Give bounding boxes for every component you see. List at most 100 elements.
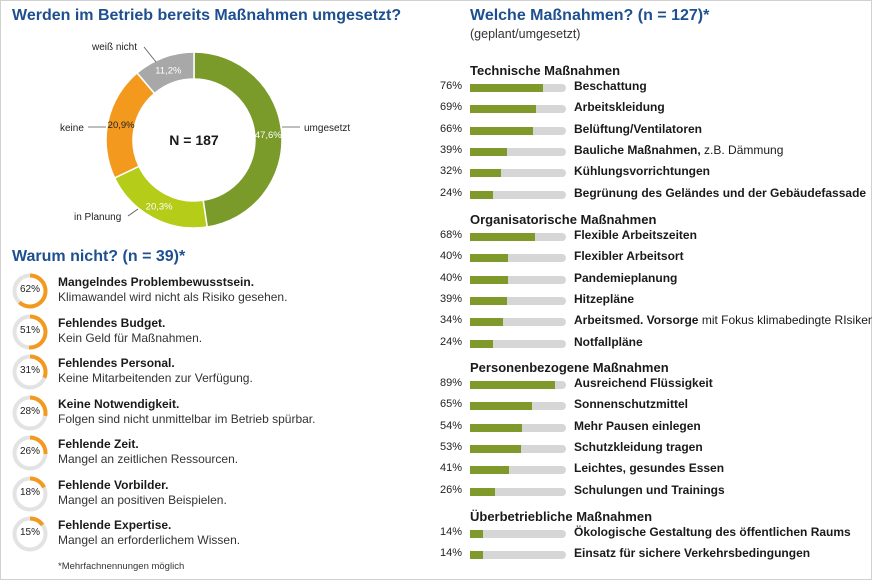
footnote: *Mehrfachnennungen möglich xyxy=(58,561,185,572)
donut-svg: 47,6% umgesetzt 20,3% in Planung 20,9% keine 1… xyxy=(60,42,350,229)
reason-ring-arc xyxy=(30,516,45,527)
reason-description: Klimawandel wird nicht als Risiko gesehe… xyxy=(58,290,288,304)
measure-row: 40% Pandemieplanung xyxy=(430,271,870,287)
measure-row: 66% Belüftung/Ventilatoren xyxy=(430,122,870,138)
measure-row: 69% Arbeitskleidung xyxy=(430,100,870,116)
measure-bar-track xyxy=(470,275,566,284)
measure-label: Begrünung des Geländes und der Gebäudefa… xyxy=(574,185,867,200)
measure-label: Ökologische Gestaltung des öffentlichen … xyxy=(574,525,851,539)
measure-percent: 89% xyxy=(439,377,462,389)
measure-row: 14% Einsatz für sichere Verkehrsbedingung… xyxy=(430,546,870,562)
reason-percent: 28% xyxy=(19,405,40,417)
reason-title: Fehlendes Personal. xyxy=(58,356,175,370)
measure-bar xyxy=(470,147,508,156)
measure-label: Bauliche Maßnahmen, z.B. Dämmung xyxy=(574,142,784,157)
measure-label: Arbeitskleidung xyxy=(574,100,665,115)
reason-ring xyxy=(12,354,48,390)
measure-bar-track xyxy=(470,423,566,432)
measure-bar xyxy=(470,551,484,560)
donut-category-label: keine xyxy=(60,123,84,134)
reason-item: 31% Fehlendes Personal. Keine Mitarbeitend… xyxy=(12,354,432,392)
measure-bar xyxy=(470,233,536,241)
donut-title: Werden im Betrieb bereits Maßnahmen umge… xyxy=(12,7,402,24)
measure-bar xyxy=(470,254,509,263)
measure-label: Mehr Pausen einlegen xyxy=(574,418,701,433)
measure-label: Notfallpläne xyxy=(574,334,643,349)
measure-bar xyxy=(470,126,534,135)
measure-row: 40% Flexibler Arbeitsort xyxy=(430,249,870,265)
measure-group-title: Personenbezogene Maßnahmen xyxy=(470,360,669,375)
reason-item: 28% Keine Notwendigkeit. Folgen sind nicht… xyxy=(12,395,432,433)
measure-bar-track xyxy=(470,233,566,241)
measure-bar xyxy=(470,487,495,496)
measure-bar-track xyxy=(470,105,566,114)
reason-item: 15% Fehlende Expertise. Mangel an erforder… xyxy=(12,516,432,554)
measure-label: Flexible Arbeitszeiten xyxy=(574,228,697,242)
reasons-title: Warum nicht? (n = 39)* xyxy=(12,248,186,265)
reason-title: Fehlendes Budget. xyxy=(58,315,166,330)
donut-slice-weiß-nicht xyxy=(136,51,195,95)
reason-ring xyxy=(12,435,48,471)
reason-ring-arc xyxy=(30,435,48,455)
measure-bar xyxy=(470,275,509,284)
reason-description: Mangel an erforderlichem Wissen. xyxy=(58,533,241,547)
measure-bar xyxy=(470,444,521,453)
donut-value-label: 20,3% xyxy=(146,201,173,212)
reason-item: 18% Fehlende Vorbilder. Mangel an positive… xyxy=(12,476,432,514)
measure-percent: 41% xyxy=(439,462,462,475)
measure-percent: 66% xyxy=(439,122,462,135)
measure-row: 39% Bauliche Maßnahmen, z.B. Dämmung xyxy=(430,143,870,159)
measure-label: Einsatz für sichere Verkehrsbedingungen xyxy=(574,546,811,561)
measure-percent: 39% xyxy=(439,292,462,305)
reason-title: Fehlende Expertise. xyxy=(58,518,172,532)
measure-percent: 69% xyxy=(439,101,462,114)
measure-row: 14% Ökologische Gestaltung des öffentlich… xyxy=(430,525,870,541)
measure-percent: 14% xyxy=(439,526,462,538)
reason-percent: 26% xyxy=(19,446,40,457)
reason-description: Mangel an positiven Beispielen. xyxy=(58,492,227,507)
measure-bar xyxy=(470,423,522,432)
donut-chart: 47,6% umgesetzt 20,3% in Planung 20,9% keine 1… xyxy=(0,0,440,240)
measure-bar-track xyxy=(470,147,566,156)
measure-percent: 26% xyxy=(439,483,462,496)
measure-row: 24% Notfallpläne xyxy=(430,335,870,351)
reason-description: Mangel an zeitlichen Ressourcen. xyxy=(58,452,239,466)
measure-bar-track xyxy=(470,126,566,135)
donut-leader-line xyxy=(143,46,157,63)
reason-description: Kein Geld für Maßnahmen. xyxy=(58,330,203,345)
measure-row: 32% Kühlungsvorrichtungen xyxy=(430,164,870,180)
donut-category-label: umgesetzt xyxy=(304,123,350,134)
measure-label: Ausreichend Flüssigkeit xyxy=(574,376,713,390)
measure-bar-track xyxy=(470,84,566,92)
measure-percent: 53% xyxy=(439,440,462,453)
measure-row: 24% Begrünung des Geländes und der Gebäud… xyxy=(430,186,870,202)
reason-ring-arc xyxy=(30,476,46,488)
measure-percent: 24% xyxy=(439,335,462,348)
measure-bar-track xyxy=(470,254,566,263)
measure-group-title: Überbetriebliche Maßnahmen xyxy=(470,509,653,524)
measure-percent: 40% xyxy=(439,271,462,284)
measure-bar xyxy=(470,169,501,178)
measure-row: 54% Mehr Pausen einlegen xyxy=(430,419,870,435)
measure-bar xyxy=(470,381,556,389)
measure-bar-track xyxy=(470,444,566,453)
measure-label: Belüftung/Ventilatoren xyxy=(574,121,703,136)
measure-bar xyxy=(470,339,494,348)
reason-percent: 15% xyxy=(19,527,40,538)
measure-bar-track xyxy=(470,530,566,538)
measure-row: 89% Ausreichend Flüssigkeit xyxy=(430,376,870,392)
reason-percent: 62% xyxy=(19,284,40,295)
reason-percent: 31% xyxy=(19,365,40,376)
measure-percent: 39% xyxy=(439,143,462,156)
measure-bar-track xyxy=(470,381,566,389)
measure-percent: 40% xyxy=(439,250,462,263)
donut-value-label: 20,9% xyxy=(108,120,135,131)
measure-percent: 34% xyxy=(439,314,462,327)
reason-description: Keine Mitarbeitenden zur Verfügung. xyxy=(58,371,253,385)
measure-row: 41% Leichtes, gesundes Essen xyxy=(430,461,870,477)
measure-group-title: Organisatorische Maßnahmen xyxy=(470,212,657,227)
measure-bar-track xyxy=(470,169,566,178)
measure-bar xyxy=(470,105,537,114)
reason-description: Folgen sind nicht unmittelbar im Betrieb… xyxy=(58,411,316,426)
reason-ring-arc xyxy=(30,354,48,379)
